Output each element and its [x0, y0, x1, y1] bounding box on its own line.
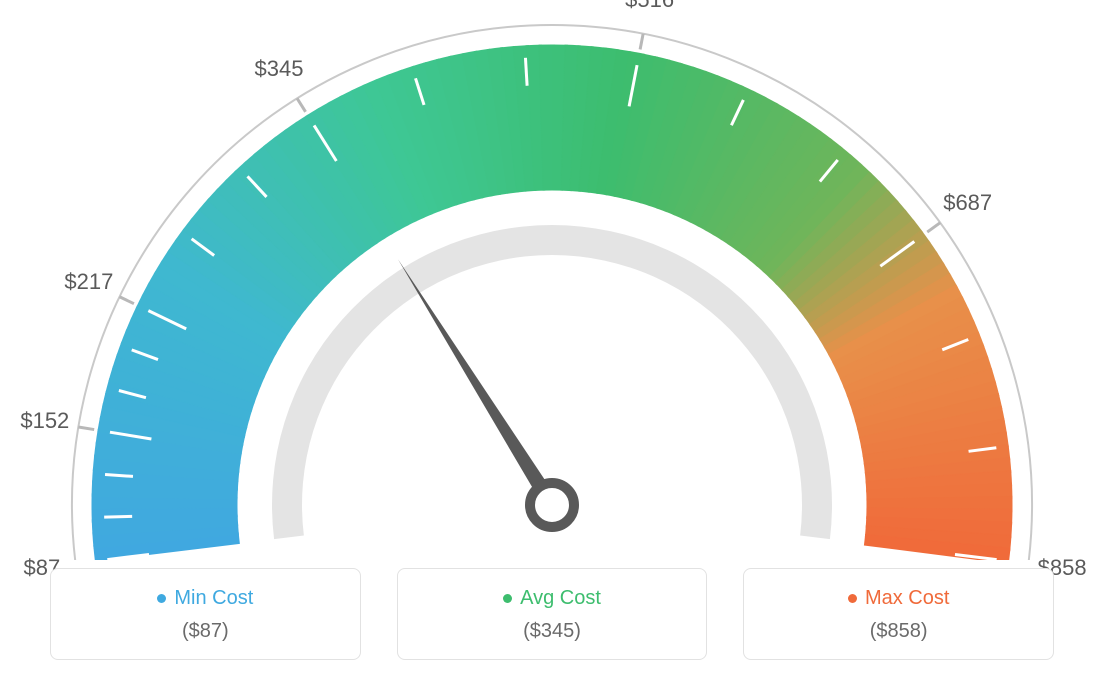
gauge-tick-label: $217: [64, 269, 113, 295]
legend-row: Min Cost ($87) Avg Cost ($345) Max Cost …: [50, 568, 1054, 660]
legend-label: Max Cost: [865, 587, 949, 610]
legend-label: Min Cost: [174, 587, 253, 610]
dot-icon: [848, 594, 857, 603]
legend-card-avg: Avg Cost ($345): [397, 568, 708, 660]
legend-value: ($858): [754, 620, 1043, 643]
legend-value: ($87): [61, 620, 350, 643]
gauge-tick-label: $687: [943, 190, 992, 216]
dot-icon: [503, 594, 512, 603]
legend-title-max: Max Cost: [848, 587, 949, 610]
legend-card-max: Max Cost ($858): [743, 568, 1054, 660]
gauge-tick-label: $345: [255, 56, 304, 82]
legend-label: Avg Cost: [520, 587, 601, 610]
legend-card-min: Min Cost ($87): [50, 568, 361, 660]
gauge-svg: [0, 0, 1104, 560]
gauge-tick-label: $152: [20, 408, 69, 434]
legend-title-avg: Avg Cost: [503, 587, 601, 610]
dot-icon: [157, 594, 166, 603]
legend-title-min: Min Cost: [157, 587, 253, 610]
legend-value: ($345): [408, 620, 697, 643]
gauge-chart: $87$152$217$345$516$687$858: [0, 0, 1104, 560]
gauge-tick-label: $516: [625, 0, 674, 13]
